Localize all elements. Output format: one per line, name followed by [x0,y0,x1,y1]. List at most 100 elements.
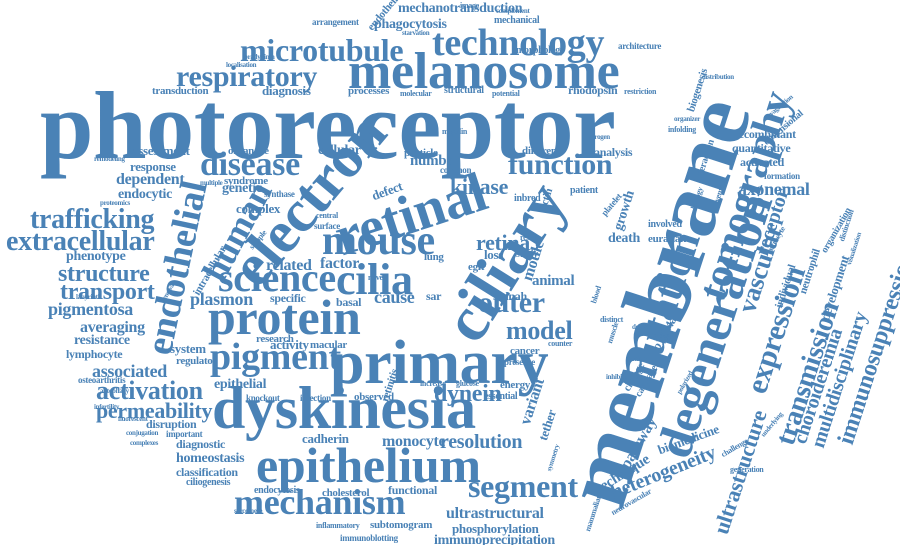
word-novel: novel [368,273,385,282]
word-rhodopsin: rhodopsin [568,83,618,97]
word-eurasian: eurasian [648,233,686,245]
word-extracellular: extracellular [6,226,155,257]
word-homeostasis: homeostasis [176,451,245,466]
word-structural: structural [444,85,484,96]
word-death: death [608,231,640,246]
word-megalin: megalin [442,127,468,136]
word-activity: activity [270,337,309,352]
word-averaging: averaging [80,319,145,336]
word-retina: retina [476,230,531,255]
word-melanosome: melanosome [348,43,620,100]
word-essential: essential [484,391,518,402]
word-inbred: inbred [514,193,541,204]
word-presence: presence [504,357,535,367]
word-pigmentosa: pigmentosa [48,299,134,319]
word-recombinant: recombinant [734,127,796,141]
word-transduction: transduction [152,85,209,97]
word-increase: increase [420,379,446,388]
word-glucose: glucose [456,379,479,388]
word-hydrogen: hydrogen [584,133,610,141]
word-dynein: dynein [434,381,502,407]
word-response: response [130,159,176,174]
word-osteoarthritis: osteoarthritis [78,375,126,385]
word-ciliogenesis: ciliogenesis [186,477,231,488]
word-labyrinth: labyrinth [76,293,102,301]
word-endocytic: endocytic [118,187,173,202]
word-kinase: kinase [450,174,509,199]
word-disruption: disruption [146,417,197,431]
word-activated: activated [740,155,784,169]
word-autophagy: autophagy [100,387,129,395]
word-phosphorylation: phosphorylation [452,521,539,536]
word-mouse: mouse [322,218,435,264]
word-starvation: starvation [402,29,430,37]
word-syndrome: syndrome [224,175,268,187]
word-basal: basal [336,295,362,309]
word-complex: complex [236,201,281,216]
word-dependent: dependent [116,171,185,188]
word-involved: involved [648,219,682,230]
word-analysis: analysis [594,145,633,159]
word-surface: surface [314,221,340,231]
word-activation: activation [96,376,203,405]
word-mediate: mediate [626,355,648,363]
word-number: number [410,153,460,169]
word-functional: functional [388,483,438,497]
word-photoreceptor: photoreceptor [40,72,616,179]
word-resistance: resistance [74,333,130,348]
word-study: study [516,249,538,260]
word-ultrastructural: ultrastructural [446,505,544,522]
word-sarcomere: sarcomere [234,507,263,515]
word-conjugation: conjugation [126,429,159,437]
word-distinct: distinct [600,315,623,324]
word-lung: lung [424,251,444,263]
word-primary: primary [330,329,549,397]
word-disease: disease [200,146,300,183]
word-different: different [522,145,561,157]
word-quantitative: quantitative [732,141,791,155]
word-resolution: resolution [440,431,523,453]
word-morphology: morphology [516,45,565,56]
word-phagocytosis: phagocytosis [374,17,447,32]
word-mechanical: mechanical [494,15,540,26]
word-localisation: localisation [226,61,257,69]
word-science: science [218,255,336,300]
word-molecular: molecular [400,89,432,98]
word-potential: potential [492,89,520,98]
word-diagnosis: diagnosis [262,83,311,98]
word-ageing: ageing [650,331,671,340]
word-delivery: delivery [632,323,654,331]
word-organelle: organelle [228,145,269,157]
word-microtubule: microtubule [240,32,404,68]
word-immunoblotting: immunoblotting [340,533,398,543]
word-arrangement: arrangement [312,17,359,27]
word-immunoprecipitation: immunoprecipitation [434,533,555,545]
word-synthase: synthase [264,189,295,199]
word-dyskinesia: dyskinesia [212,375,476,441]
word-patient: patient [570,185,598,196]
word-transport: transport [60,279,155,305]
word-function: function [508,148,613,181]
word-visualization: visualization [845,231,864,267]
word-outer: outer [478,286,545,319]
word-particle: particle [404,147,438,159]
word-observed: observed [354,391,394,403]
word-complexes: complexes [130,439,159,447]
word-system: system [170,341,206,356]
word-image: image [460,1,479,10]
word-structure: structure [58,261,150,287]
word-phenotype: phenotype [66,249,126,264]
word-generation: generation [730,465,764,474]
word-knockout: knockout [246,393,280,403]
word-infolding: infolding [668,125,696,134]
word-proteomics: proteomics [100,199,130,207]
word-fluorescent: fluorescent [118,415,148,423]
word-axonemal: axonemal [738,179,810,199]
word-factor: factor [320,255,360,272]
word-subtomogram: subtomogram [370,519,433,531]
word-associated: associated [92,361,167,381]
word-bradykinin: bradykinin [244,53,275,61]
word-epithelium: epithelium [256,437,481,493]
word-regulator: regulator [176,355,218,367]
